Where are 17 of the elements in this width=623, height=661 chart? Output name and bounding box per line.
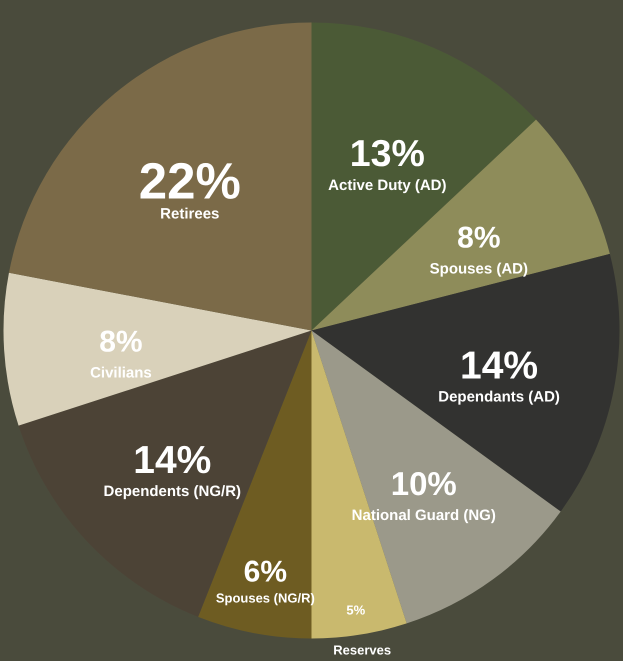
slice-label: Active Duty (AD)	[328, 177, 447, 194]
data-label: 8%	[99, 325, 143, 358]
slice-label: Reserves	[333, 642, 392, 658]
data-label: 13%	[350, 132, 425, 174]
slice-label: Civilians	[90, 364, 152, 382]
slice-label: Dependents (NG/R)	[104, 483, 242, 500]
data-label: 14%	[460, 344, 538, 388]
data-label: 10%	[390, 464, 457, 502]
slice-label: Spouses (AD)	[430, 260, 528, 278]
slice-label: National Guard (NG)	[352, 506, 496, 524]
slice-label: Retirees	[160, 205, 220, 222]
data-label: 6%	[244, 556, 288, 589]
data-label: 14%	[133, 439, 212, 482]
data-label: 8%	[457, 222, 501, 255]
data-label: 5%	[346, 602, 366, 618]
slice-label: Dependants (AD)	[438, 388, 560, 406]
slice-label: Spouses (NG/R)	[216, 590, 315, 606]
